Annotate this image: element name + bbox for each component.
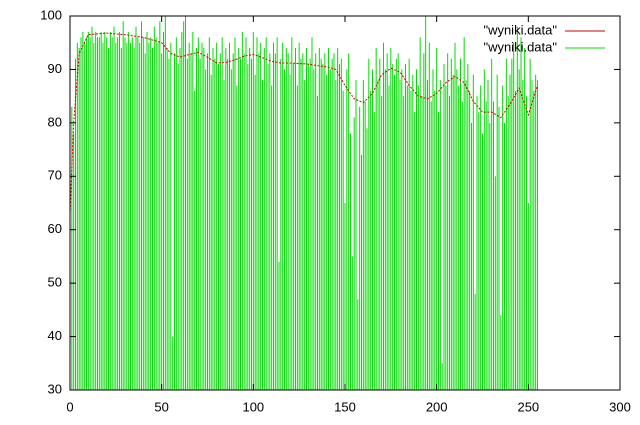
y-tick-label: 70 [48, 168, 62, 183]
legend-label: "wyniki.data" [483, 39, 557, 54]
y-tick-label: 90 [48, 61, 62, 76]
y-tick-label: 30 [48, 381, 62, 396]
x-tick-label: 250 [517, 399, 539, 414]
y-tick-label: 60 [48, 221, 62, 236]
x-tick-label: 150 [334, 399, 356, 414]
legend-label: "wyniki.data" [483, 22, 557, 37]
y-tick-label: 100 [40, 7, 62, 22]
x-tick-label: 300 [609, 399, 631, 414]
y-tick-label: 40 [48, 328, 62, 343]
smooth-line [69, 32, 538, 214]
x-tick-label: 50 [154, 399, 168, 414]
y-tick-label: 50 [48, 275, 62, 290]
y-tick-label: 80 [48, 114, 62, 129]
x-tick-label: 0 [66, 399, 73, 414]
x-tick-label: 100 [242, 399, 264, 414]
x-tick-label: 200 [426, 399, 448, 414]
